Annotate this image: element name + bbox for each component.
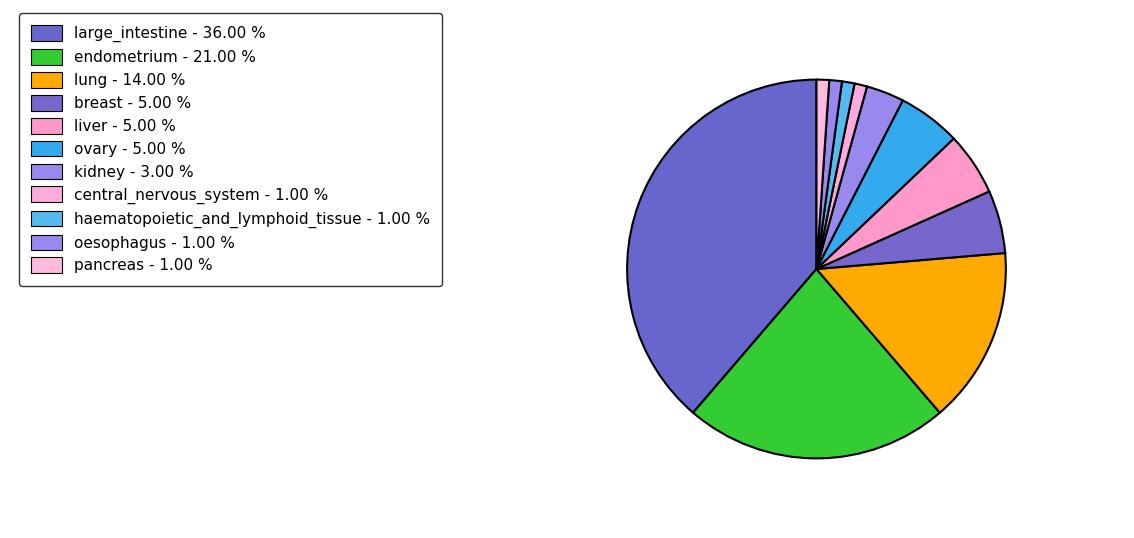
Wedge shape (816, 80, 829, 269)
Wedge shape (816, 101, 954, 269)
Legend: large_intestine - 36.00 %, endometrium - 21.00 %, lung - 14.00 %, breast - 5.00 : large_intestine - 36.00 %, endometrium -… (19, 13, 442, 286)
Wedge shape (816, 87, 903, 269)
Wedge shape (627, 80, 816, 413)
Wedge shape (816, 83, 868, 269)
Wedge shape (816, 80, 841, 269)
Wedge shape (816, 138, 989, 269)
Wedge shape (816, 192, 1005, 269)
Wedge shape (816, 253, 1006, 413)
Wedge shape (816, 81, 855, 269)
Wedge shape (693, 269, 940, 458)
